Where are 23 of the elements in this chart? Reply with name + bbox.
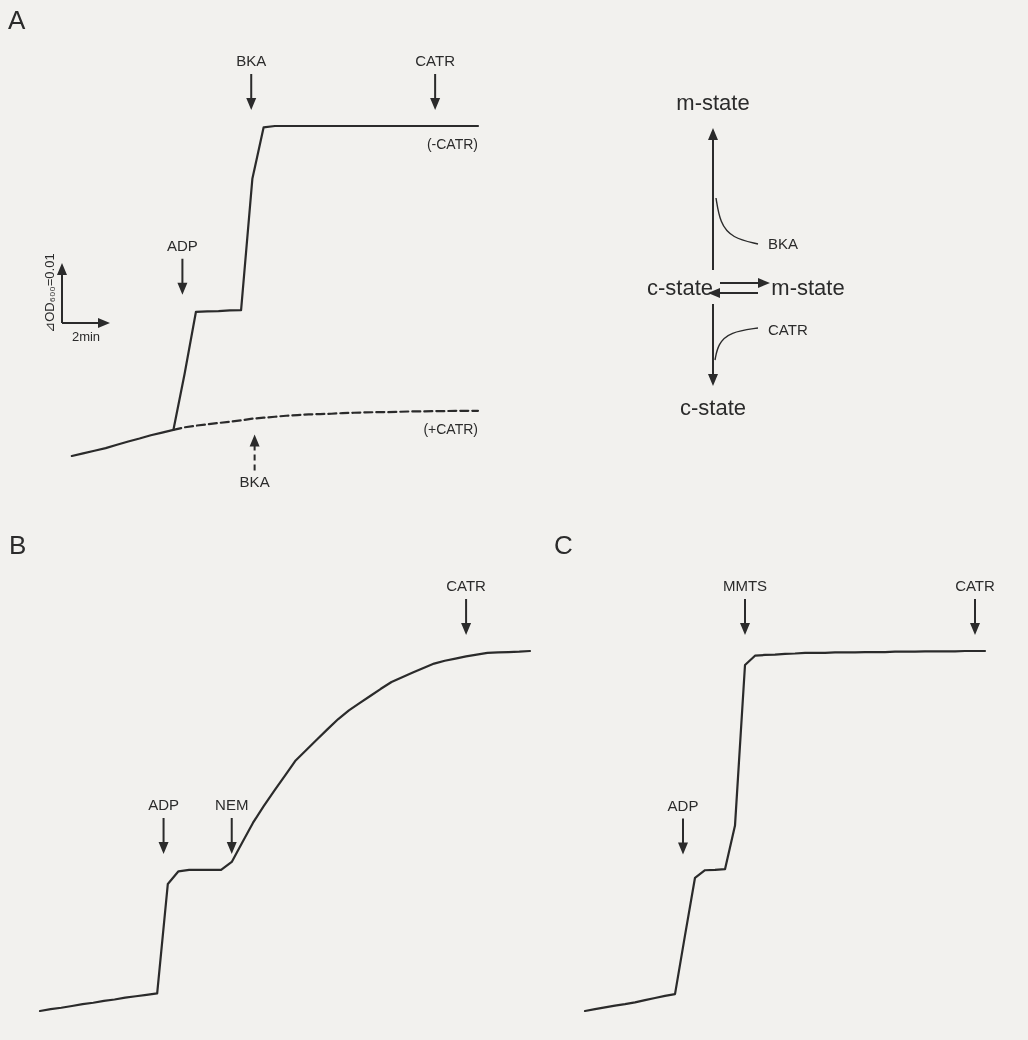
text: MMTS bbox=[722, 577, 768, 594]
annotation: 2min bbox=[71, 329, 101, 344]
text: BKA bbox=[768, 235, 799, 252]
text: CATR bbox=[415, 52, 456, 69]
annotation: ADP bbox=[667, 796, 699, 814]
annotation: ADP bbox=[148, 795, 179, 813]
chart-title: C bbox=[553, 530, 573, 560]
text: m-state bbox=[771, 275, 845, 300]
annotation: ADP bbox=[166, 236, 198, 254]
series-label: (-CATR) bbox=[426, 136, 478, 152]
series-label: (+CATR) bbox=[423, 420, 478, 437]
text: BKA bbox=[239, 473, 270, 491]
text: m-state bbox=[676, 90, 750, 115]
chart-title: B bbox=[8, 530, 27, 560]
text: CATR bbox=[955, 577, 996, 594]
text: BKA bbox=[236, 52, 267, 69]
text: CATR bbox=[446, 577, 487, 594]
annotation: NEM bbox=[215, 795, 249, 813]
text: c-state bbox=[646, 275, 714, 300]
chart-title: A bbox=[8, 5, 26, 35]
text: CATR bbox=[768, 321, 808, 338]
text: c-state bbox=[679, 395, 747, 420]
text: ⊿OD₆₀₀=0.01 bbox=[42, 253, 57, 333]
